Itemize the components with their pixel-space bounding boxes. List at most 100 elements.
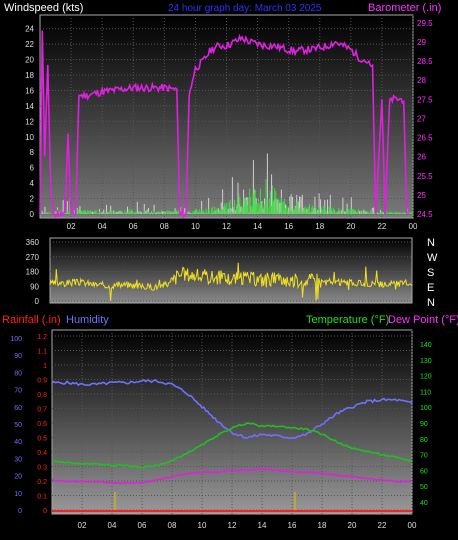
temperature-label: Temperature (°F) <box>306 314 389 326</box>
wind-x-tick: 20 <box>346 222 355 231</box>
humidity-line <box>51 378 413 440</box>
temp-x-tick: 20 <box>348 521 357 530</box>
temperature-right-tick: 90 <box>420 421 428 428</box>
temperature-line <box>51 422 413 469</box>
humidity-left-tick: 20 <box>14 474 22 481</box>
wind-left-tick: 24 <box>25 25 34 34</box>
humidity-left-tick: 70 <box>14 388 22 395</box>
direction-left-tick: 90 <box>30 282 39 291</box>
barometer-right-tick: 27 <box>417 114 426 123</box>
wind-x-tick: 16 <box>284 222 293 231</box>
temp-x-tick: 02 <box>78 521 87 530</box>
compass-label: N <box>427 237 435 249</box>
wind-left-tick: 10 <box>25 133 34 142</box>
rainfall-left-tick: 0.1 <box>37 494 47 501</box>
direction-left-tick: 180 <box>26 268 40 277</box>
wind-x-tick: 14 <box>253 222 262 231</box>
wind-x-tick: 10 <box>191 222 200 231</box>
humidity-left-tick: 40 <box>14 439 22 446</box>
compass-label: E <box>427 282 434 294</box>
wind-x-tick: 18 <box>315 222 324 231</box>
temp-x-tick: 16 <box>288 521 297 530</box>
temp-series <box>51 378 413 512</box>
temp-x-tick: 00 <box>408 521 417 530</box>
barometer-right-tick: 29 <box>417 38 426 47</box>
temp-grid <box>52 330 413 514</box>
humidity-label: Humidity <box>66 314 109 326</box>
direction-plot-area <box>49 237 413 304</box>
compass-label: W <box>427 252 438 264</box>
temperature-right-tick: 70 <box>420 453 428 460</box>
direction-left-tick: 0 <box>35 297 40 306</box>
barometer-right-tick: 24.5 <box>417 210 433 219</box>
rainfall-left-tick: 0.2 <box>37 479 47 486</box>
direction-left-tick: 360 <box>26 238 40 247</box>
temperature-right-tick: 40 <box>420 500 428 507</box>
rainfall-left-tick: 0.6 <box>37 421 47 428</box>
wind-x-tick: 00 <box>409 222 418 231</box>
wind-x-tick: 02 <box>67 222 76 231</box>
temperature-right-tick: 50 <box>420 484 428 491</box>
direction-left-tick: 270 <box>26 253 40 262</box>
compass-label: N <box>427 297 435 309</box>
wind-left-tick: 20 <box>25 56 34 65</box>
wind-left-tick: 8 <box>30 148 35 157</box>
humidity-left-tick: 10 <box>14 491 22 498</box>
windspeed-label: Windspeed (kts) <box>4 2 83 14</box>
wind-axes: 02468101214161820222424.52525.52626.5272… <box>25 19 433 231</box>
dewpoint-line <box>51 467 413 485</box>
temperature-right-tick: 140 <box>420 342 432 349</box>
rainfall-left-tick: 1 <box>43 363 47 370</box>
humidity-left-tick: 100 <box>10 336 22 343</box>
rainfall-left-tick: 0.4 <box>37 450 47 457</box>
temp-x-tick: 12 <box>228 521 237 530</box>
temperature-right-tick: 120 <box>420 374 432 381</box>
barometer-right-tick: 28 <box>417 76 426 85</box>
wind-left-tick: 4 <box>30 179 35 188</box>
temp-x-tick: 08 <box>168 521 177 530</box>
barometer-right-tick: 27.5 <box>417 95 433 104</box>
rainfall-left-tick: 0.8 <box>37 392 47 399</box>
temp-x-tick: 18 <box>318 521 327 530</box>
wind-x-tick: 06 <box>129 222 138 231</box>
barometer-right-tick: 25 <box>417 191 426 200</box>
compass-label: S <box>427 267 434 279</box>
rainfall-label: Rainfall (.in) <box>2 314 61 326</box>
temp-x-tick: 10 <box>198 521 207 530</box>
wind-left-tick: 2 <box>30 195 35 204</box>
temperature-right-tick: 110 <box>420 389 431 396</box>
wind-barometer-panel: 02468101214161820222424.52525.52626.5272… <box>25 14 433 231</box>
humidity-left-tick: 60 <box>14 405 22 412</box>
temperature-right-tick: 130 <box>420 358 432 365</box>
rainfall-left-tick: 1.1 <box>37 349 47 356</box>
humidity-left-tick: 90 <box>14 353 22 360</box>
humidity-left-tick: 50 <box>14 422 22 429</box>
dewpoint-label: Dew Point (°F) <box>388 314 458 326</box>
temperature-right-tick: 80 <box>420 437 428 444</box>
rainfall-left-tick: 0.9 <box>37 378 47 385</box>
wind-x-tick: 08 <box>160 222 169 231</box>
humidity-left-tick: 0 <box>18 508 22 515</box>
wind-x-tick: 12 <box>222 222 231 231</box>
wind-x-tick: 22 <box>377 222 386 231</box>
wind-left-tick: 18 <box>25 71 34 80</box>
humidity-left-tick: 30 <box>14 456 22 463</box>
rainfall-left-tick: 0.7 <box>37 407 47 414</box>
wind-left-tick: 6 <box>30 164 35 173</box>
direction-series <box>49 262 413 302</box>
temperature-right-tick: 60 <box>420 468 428 475</box>
temperature-right-tick: 100 <box>420 405 432 412</box>
temp-x-tick: 04 <box>108 521 117 530</box>
rainfall-left-tick: 0.5 <box>37 436 47 443</box>
wind-series <box>39 30 414 220</box>
temp-axes: 0 10 20 30 40 50 60 70 80 90 10 00 0.1 0.2 0.3 0.4 0.5 0.… <box>10 334 431 530</box>
direction-line <box>49 262 413 302</box>
barometer-right-tick: 26 <box>417 153 426 162</box>
rainfall-left-tick: 0.3 <box>37 465 47 472</box>
barometer-label: Barometer (.in) <box>368 2 441 14</box>
wind-x-tick: 04 <box>98 222 107 231</box>
rainfall-left-tick: 1.2 <box>37 334 47 341</box>
temp-x-tick: 22 <box>378 521 387 530</box>
